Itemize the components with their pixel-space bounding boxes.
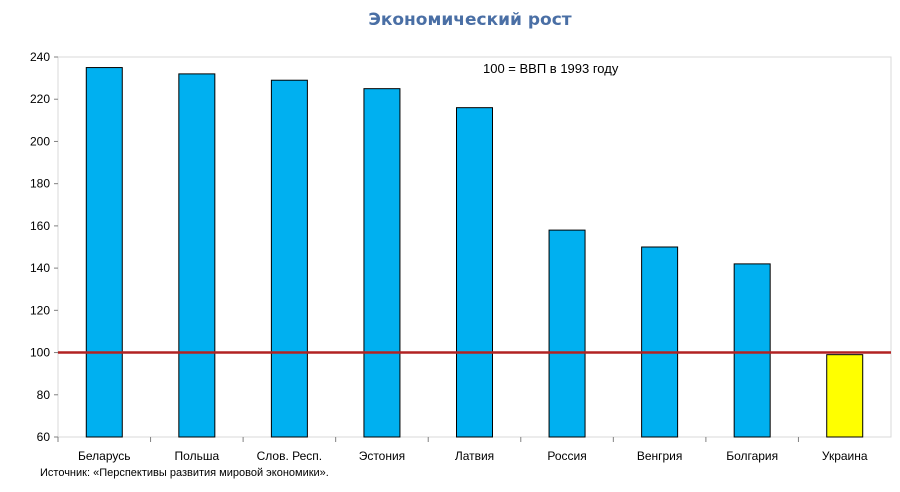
bar [85,67,123,438]
x-tick-label: Венгрия [637,449,683,463]
y-tick-label: 80 [37,388,51,402]
y-tick-label: 220 [30,92,50,106]
bar [456,107,493,438]
y-axis-ticks: 60 80 100 120 140 160 180 200 220 240 [30,50,58,444]
x-tick-label: Польша [175,449,220,463]
y-tick-label: 60 [37,430,51,444]
chart-title: Экономический рост [368,10,572,30]
x-tick-label: Беларусь [78,449,130,463]
bar [270,79,308,438]
y-tick-label: 160 [30,219,50,233]
x-tick-label: Эстония [359,449,406,463]
bar [363,88,401,438]
source-note: Источник: «Перспективы развития мировой … [40,467,329,479]
chart-annotation: 100 = ВВП в 1993 году [483,61,619,76]
bar [641,246,679,438]
y-tick-label: 200 [30,134,50,148]
y-tick-label: 140 [30,261,50,275]
bar [826,354,864,438]
x-tick-label: Болгария [726,449,778,463]
x-tick-label: Слов. Респ. [257,449,323,463]
x-tick-label: Украина [822,449,868,463]
x-tick-label: Россия [547,449,586,463]
y-tick-label: 100 [30,346,50,360]
bar [733,263,771,438]
bars-group [85,67,864,438]
y-tick-label: 120 [30,303,50,317]
y-tick-label: 240 [30,50,50,64]
x-tick-label: Латвия [455,449,494,463]
x-axis-labels: Беларусь Польша Слов. Респ. Эстония Латвия Ро… [57,437,868,463]
y-tick-label: 180 [30,177,50,191]
bar [178,73,216,438]
bar [548,229,586,438]
